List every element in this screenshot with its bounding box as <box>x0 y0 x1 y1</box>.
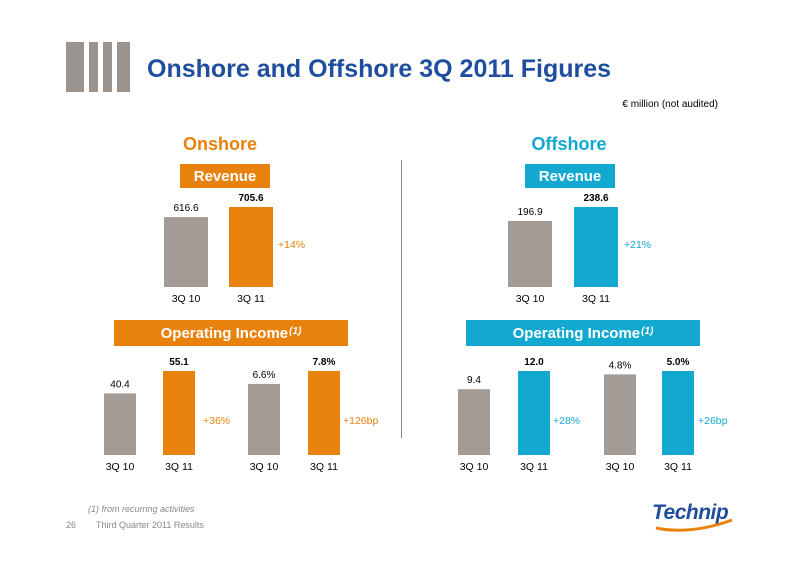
header-decor-bar <box>89 42 98 92</box>
offshore-operating-income-bar-0 <box>458 389 490 455</box>
onshore-title: Onshore <box>182 134 258 154</box>
header-decor-bar <box>66 42 84 92</box>
footnote: (1) from recurring activities <box>88 504 195 514</box>
offshore-operating-income-change-label: +28% <box>553 415 580 427</box>
offshore-revenue-value-label-0: 196.9 <box>517 207 542 218</box>
offshore-operating-margin-change-label: +26bp <box>698 415 728 427</box>
header-decor-bar <box>103 42 112 92</box>
offshore-operating-margin-category-label-0: 3Q 10 <box>606 461 635 473</box>
offshore-operating-margin-value-label-1: 5.0% <box>667 357 690 368</box>
logo-wordmark: Technip <box>652 501 729 524</box>
segment-divider <box>401 160 402 438</box>
offshore-operating-margin-bar-0 <box>604 374 636 455</box>
offshore-operating-margin-category-label-1: 3Q 11 <box>664 461 692 473</box>
onshore-operating-income-bar-0 <box>104 393 136 455</box>
offshore-operating-income-bar-1 <box>518 371 550 455</box>
onshore-operating-income-category-label-1: 3Q 11 <box>165 461 193 473</box>
offshore-operating-income-value-label-0: 9.4 <box>467 375 481 386</box>
onshore-operating-income-category-label-0: 3Q 10 <box>106 461 135 473</box>
header-decor-bar <box>117 42 130 92</box>
offshore-title: Offshore <box>531 134 607 154</box>
onshore-operating-income-label: Operating Income (1) <box>114 320 348 346</box>
page-number: 26 <box>66 520 77 530</box>
onshore-operating-margin-bar-1 <box>308 371 340 455</box>
offshore-revenue-bar-0 <box>508 220 552 287</box>
onshore-operating-margin-bar-0 <box>248 383 280 455</box>
offshore-revenue-bar-1 <box>574 207 618 287</box>
onshore-revenue-bar-1 <box>229 207 273 287</box>
onshore-operating-income-value-label-1: 55.1 <box>169 357 189 368</box>
onshore-operating-margin-change-label: +126bp <box>343 415 378 427</box>
onshore-revenue-value-label-0: 616.6 <box>173 203 198 214</box>
onshore-operating-income-value-label-0: 40.4 <box>110 379 130 390</box>
onshore-revenue-bar-0 <box>164 217 208 287</box>
onshore-operating-income-change-label: +36% <box>203 415 230 427</box>
technip-logo: Technip <box>646 495 736 535</box>
offshore-revenue-value-label-1: 238.6 <box>583 193 608 204</box>
onshore-revenue-value-label-1: 705.6 <box>238 193 263 204</box>
onshore-operating-margin-category-label-1: 3Q 11 <box>310 461 338 473</box>
onshore-operating-margin-category-label-0: 3Q 10 <box>250 461 279 473</box>
offshore-revenue-category-label-0: 3Q 10 <box>516 293 545 305</box>
onshore-operating-income-bar-1 <box>163 371 195 455</box>
onshore-revenue-category-label-0: 3Q 10 <box>172 293 201 305</box>
unit-note: € million (not audited) <box>622 99 718 110</box>
logo-swoosh-icon <box>655 518 733 532</box>
offshore-operating-margin-value-label-0: 4.8% <box>609 360 632 371</box>
offshore-operating-margin-bar-1 <box>662 371 694 455</box>
offshore-operating-income-value-label-1: 12.0 <box>524 357 544 368</box>
offshore-operating-income-category-label-1: 3Q 11 <box>520 461 548 473</box>
onshore-revenue-label: Revenue <box>180 164 270 188</box>
offshore-revenue-category-label-1: 3Q 11 <box>582 293 610 305</box>
onshore-operating-margin-value-label-0: 6.6% <box>253 370 276 381</box>
offshore-operating-income-label: Operating Income (1) <box>466 320 700 346</box>
page-title: Onshore and Offshore 3Q 2011 Figures <box>147 55 612 83</box>
offshore-revenue-label: Revenue <box>525 164 615 188</box>
onshore-operating-margin-value-label-1: 7.8% <box>313 357 336 368</box>
onshore-revenue-category-label-1: 3Q 11 <box>237 293 265 305</box>
presentation-name: Third Quarter 2011 Results <box>96 520 204 530</box>
offshore-operating-income-category-label-0: 3Q 10 <box>460 461 489 473</box>
onshore-revenue-change-label: +14% <box>278 239 305 251</box>
offshore-revenue-change-label: +21% <box>624 239 651 251</box>
